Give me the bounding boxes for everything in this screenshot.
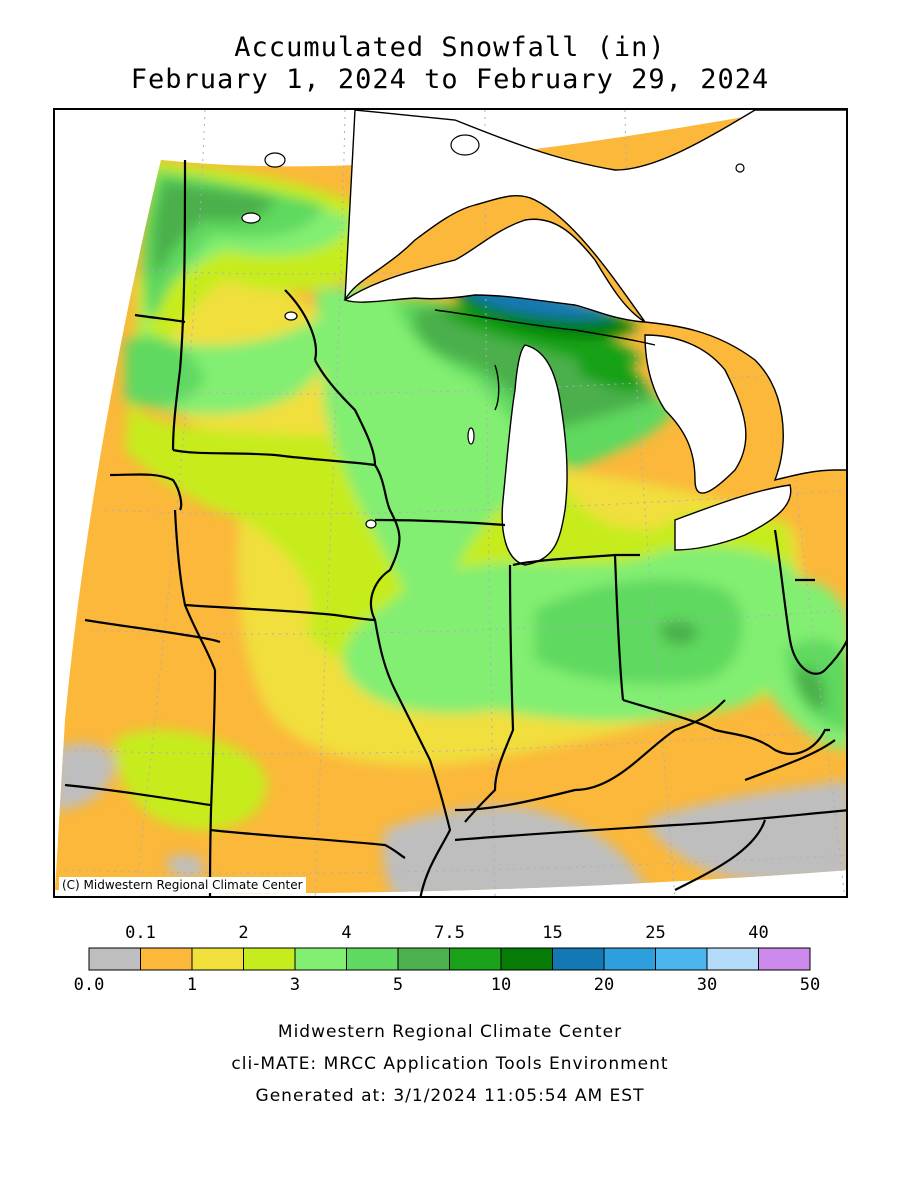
legend-bottom-labels: 0.0 1 3 5 10 20 30 50: [74, 975, 821, 995]
in-mi-boundary: [512, 553, 640, 567]
shading-trace: [165, 854, 205, 879]
lake-island: [365, 519, 377, 529]
ky-tn-boundary: [454, 809, 846, 842]
lake-erie: [674, 484, 792, 551]
shorelines: [434, 309, 656, 411]
shading-7.5-10in: [660, 620, 698, 645]
legend-top-label: 4: [341, 923, 351, 943]
il-in-boundary: [464, 564, 515, 823]
legend-bottom-label: 30: [697, 975, 717, 995]
canada-land: [344, 110, 846, 482]
isle-royale: [450, 134, 480, 156]
mississippi-river-boundary: [314, 359, 452, 896]
legend-bin: [449, 947, 502, 971]
credit-application: cli-MATE: MRCC Application Tools Environ…: [231, 1054, 669, 1074]
ia-ne-boundary: [173, 509, 217, 671]
shading-10-15in: [575, 349, 645, 392]
legend-bin: [552, 947, 605, 971]
legend-top-labels: 0.1 2 4 7.5 15 25 40: [125, 923, 769, 943]
legend-bin: [294, 947, 347, 971]
legend-bottom-label: 1: [187, 975, 197, 995]
legend-bottom-label: 5: [393, 975, 403, 995]
shading-trace: [55, 743, 115, 810]
tn-va-boundary: [674, 819, 767, 891]
map-title: Accumulated Snowfall (in): [234, 32, 666, 63]
legend-bottom-label: 3: [290, 975, 300, 995]
credit-generated-at: Generated at: 3/1/2024 11:05:54 AM EST: [255, 1086, 645, 1106]
shading-trace: [645, 780, 846, 883]
nd-sd-boundary: [134, 313, 186, 324]
legend-bottom-label: 10: [491, 975, 511, 995]
sd-ne-boundary: [109, 473, 183, 511]
legend-top-label: 40: [748, 923, 768, 943]
lake-huron: [644, 334, 747, 494]
legend-bin: [88, 947, 141, 971]
mo-ar-boundary: [209, 828, 406, 859]
legend-bin: [243, 947, 296, 971]
ia-mo-boundary: [184, 603, 376, 622]
legend-bin: [758, 947, 811, 971]
legend-bottom-label: 50: [800, 975, 820, 995]
wi-mn-boundary: [284, 289, 318, 361]
lake-michigan: [501, 344, 568, 566]
legend-top-label: 15: [542, 923, 562, 943]
mn-nd-boundary: [171, 159, 187, 451]
mo-ks-boundary: [208, 669, 217, 896]
legend-bottom-label: 20: [594, 975, 614, 995]
shading-5-7.5in: [125, 337, 205, 406]
shading-3-4in: [115, 729, 267, 830]
ks-ok-boundary: [64, 783, 211, 807]
oh-pa-boundary: [773, 529, 846, 675]
legend-top-label: 7.5: [434, 923, 465, 943]
legend-top-label: 25: [645, 923, 665, 943]
lake-superior: [343, 218, 646, 323]
legend-bin: [140, 947, 193, 971]
island: [735, 163, 745, 173]
legend-bins: [88, 947, 811, 971]
mn-ia-boundary: [172, 448, 376, 467]
shading-7.5-10in: [153, 180, 275, 280]
legend-top-label: 2: [238, 923, 248, 943]
lake-island: [467, 427, 475, 445]
map-date-range: February 1, 2024 to February 29, 2024: [130, 64, 770, 95]
legend-top-label: 0.1: [125, 923, 156, 943]
oh-river-boundary: [622, 698, 830, 755]
island: [264, 152, 286, 168]
shading-7.5-10in: [795, 667, 826, 710]
island: [241, 212, 261, 224]
lake-water: [343, 110, 846, 566]
shading-5-7.5in: [535, 579, 743, 684]
legend-bin: [500, 947, 553, 971]
legend-bin: [397, 947, 450, 971]
legend-bin: [603, 947, 656, 971]
wv-va-boundary: [744, 739, 836, 782]
legend-bin: [706, 947, 759, 971]
legend-bin: [346, 947, 399, 971]
lake-island: [284, 311, 298, 321]
legend-bin: [655, 947, 708, 971]
snowfall-map-canvas: [55, 110, 846, 896]
snowfall-map: (C) Midwestern Regional Climate Center: [53, 108, 848, 898]
state-boundaries: [64, 159, 846, 896]
ky-northern-boundary: [454, 699, 726, 812]
legend-bin: [191, 947, 244, 971]
legend-bottom-label: 0.0: [74, 975, 105, 995]
map-copyright: (C) Midwestern Regional Climate Center: [59, 877, 306, 893]
ne-ks-boundary: [84, 618, 221, 644]
credit-organization: Midwestern Regional Climate Center: [277, 1022, 623, 1042]
in-oh-boundary: [613, 554, 625, 701]
islands: [241, 134, 745, 529]
wi-il-boundary: [374, 518, 506, 527]
